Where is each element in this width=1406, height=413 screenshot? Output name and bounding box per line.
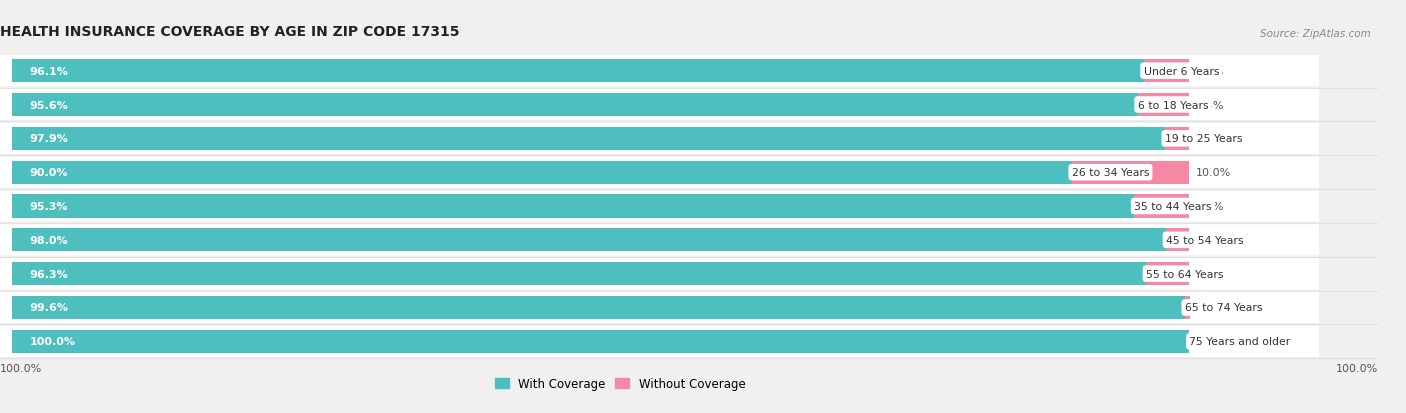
Text: 3.7%: 3.7% xyxy=(1195,269,1223,279)
Text: 100.0%: 100.0% xyxy=(1336,363,1378,373)
Bar xyxy=(1143,60,1189,83)
Text: 98.0%: 98.0% xyxy=(30,235,67,245)
Text: 65 to 74 Years: 65 to 74 Years xyxy=(1185,303,1263,313)
Text: 3.9%: 3.9% xyxy=(1195,66,1223,76)
Bar xyxy=(1135,195,1189,218)
Bar xyxy=(1146,263,1189,285)
Bar xyxy=(11,161,1071,184)
Text: 99.6%: 99.6% xyxy=(30,303,69,313)
Text: 96.1%: 96.1% xyxy=(30,66,69,76)
Text: 0.42%: 0.42% xyxy=(1195,303,1232,313)
Text: 26 to 34 Years: 26 to 34 Years xyxy=(1071,168,1149,178)
Text: 0.0%: 0.0% xyxy=(1195,337,1223,347)
Text: 19 to 25 Years: 19 to 25 Years xyxy=(1164,134,1243,144)
Text: Under 6 Years: Under 6 Years xyxy=(1143,66,1219,76)
Bar xyxy=(1164,128,1189,150)
FancyBboxPatch shape xyxy=(0,225,1319,256)
Text: 2.1%: 2.1% xyxy=(1195,134,1223,144)
FancyBboxPatch shape xyxy=(0,90,1319,121)
FancyBboxPatch shape xyxy=(0,123,1319,154)
Text: 96.3%: 96.3% xyxy=(30,269,69,279)
Bar xyxy=(11,195,1135,218)
Bar xyxy=(11,263,1146,285)
Text: 10.0%: 10.0% xyxy=(1195,168,1230,178)
Legend: With Coverage, Without Coverage: With Coverage, Without Coverage xyxy=(489,373,751,395)
Text: 100.0%: 100.0% xyxy=(30,337,76,347)
Text: HEALTH INSURANCE COVERAGE BY AGE IN ZIP CODE 17315: HEALTH INSURANCE COVERAGE BY AGE IN ZIP … xyxy=(0,25,460,39)
Text: 4.4%: 4.4% xyxy=(1195,100,1223,110)
Bar xyxy=(1166,229,1189,252)
Bar xyxy=(11,330,1189,353)
Text: 100.0%: 100.0% xyxy=(0,363,42,373)
FancyBboxPatch shape xyxy=(0,259,1319,290)
FancyBboxPatch shape xyxy=(0,157,1319,188)
FancyBboxPatch shape xyxy=(0,326,1319,357)
Text: 45 to 54 Years: 45 to 54 Years xyxy=(1166,235,1243,245)
Bar xyxy=(1137,94,1189,117)
FancyBboxPatch shape xyxy=(0,292,1319,323)
Text: 55 to 64 Years: 55 to 64 Years xyxy=(1146,269,1223,279)
Text: 35 to 44 Years: 35 to 44 Years xyxy=(1135,202,1212,211)
Bar xyxy=(11,229,1166,252)
Text: 95.6%: 95.6% xyxy=(30,100,69,110)
Text: 95.3%: 95.3% xyxy=(30,202,67,211)
Bar xyxy=(1071,161,1189,184)
FancyBboxPatch shape xyxy=(0,191,1319,222)
Text: 75 Years and older: 75 Years and older xyxy=(1189,337,1291,347)
Text: 4.7%: 4.7% xyxy=(1195,202,1223,211)
Bar xyxy=(11,128,1164,150)
Text: 2.0%: 2.0% xyxy=(1195,235,1223,245)
Bar xyxy=(11,94,1137,117)
Bar xyxy=(11,60,1143,83)
Bar xyxy=(1185,296,1189,319)
Text: 6 to 18 Years: 6 to 18 Years xyxy=(1137,100,1208,110)
Text: 90.0%: 90.0% xyxy=(30,168,67,178)
Text: Source: ZipAtlas.com: Source: ZipAtlas.com xyxy=(1260,29,1371,39)
Bar xyxy=(11,296,1185,319)
Text: 97.9%: 97.9% xyxy=(30,134,69,144)
FancyBboxPatch shape xyxy=(0,56,1319,87)
